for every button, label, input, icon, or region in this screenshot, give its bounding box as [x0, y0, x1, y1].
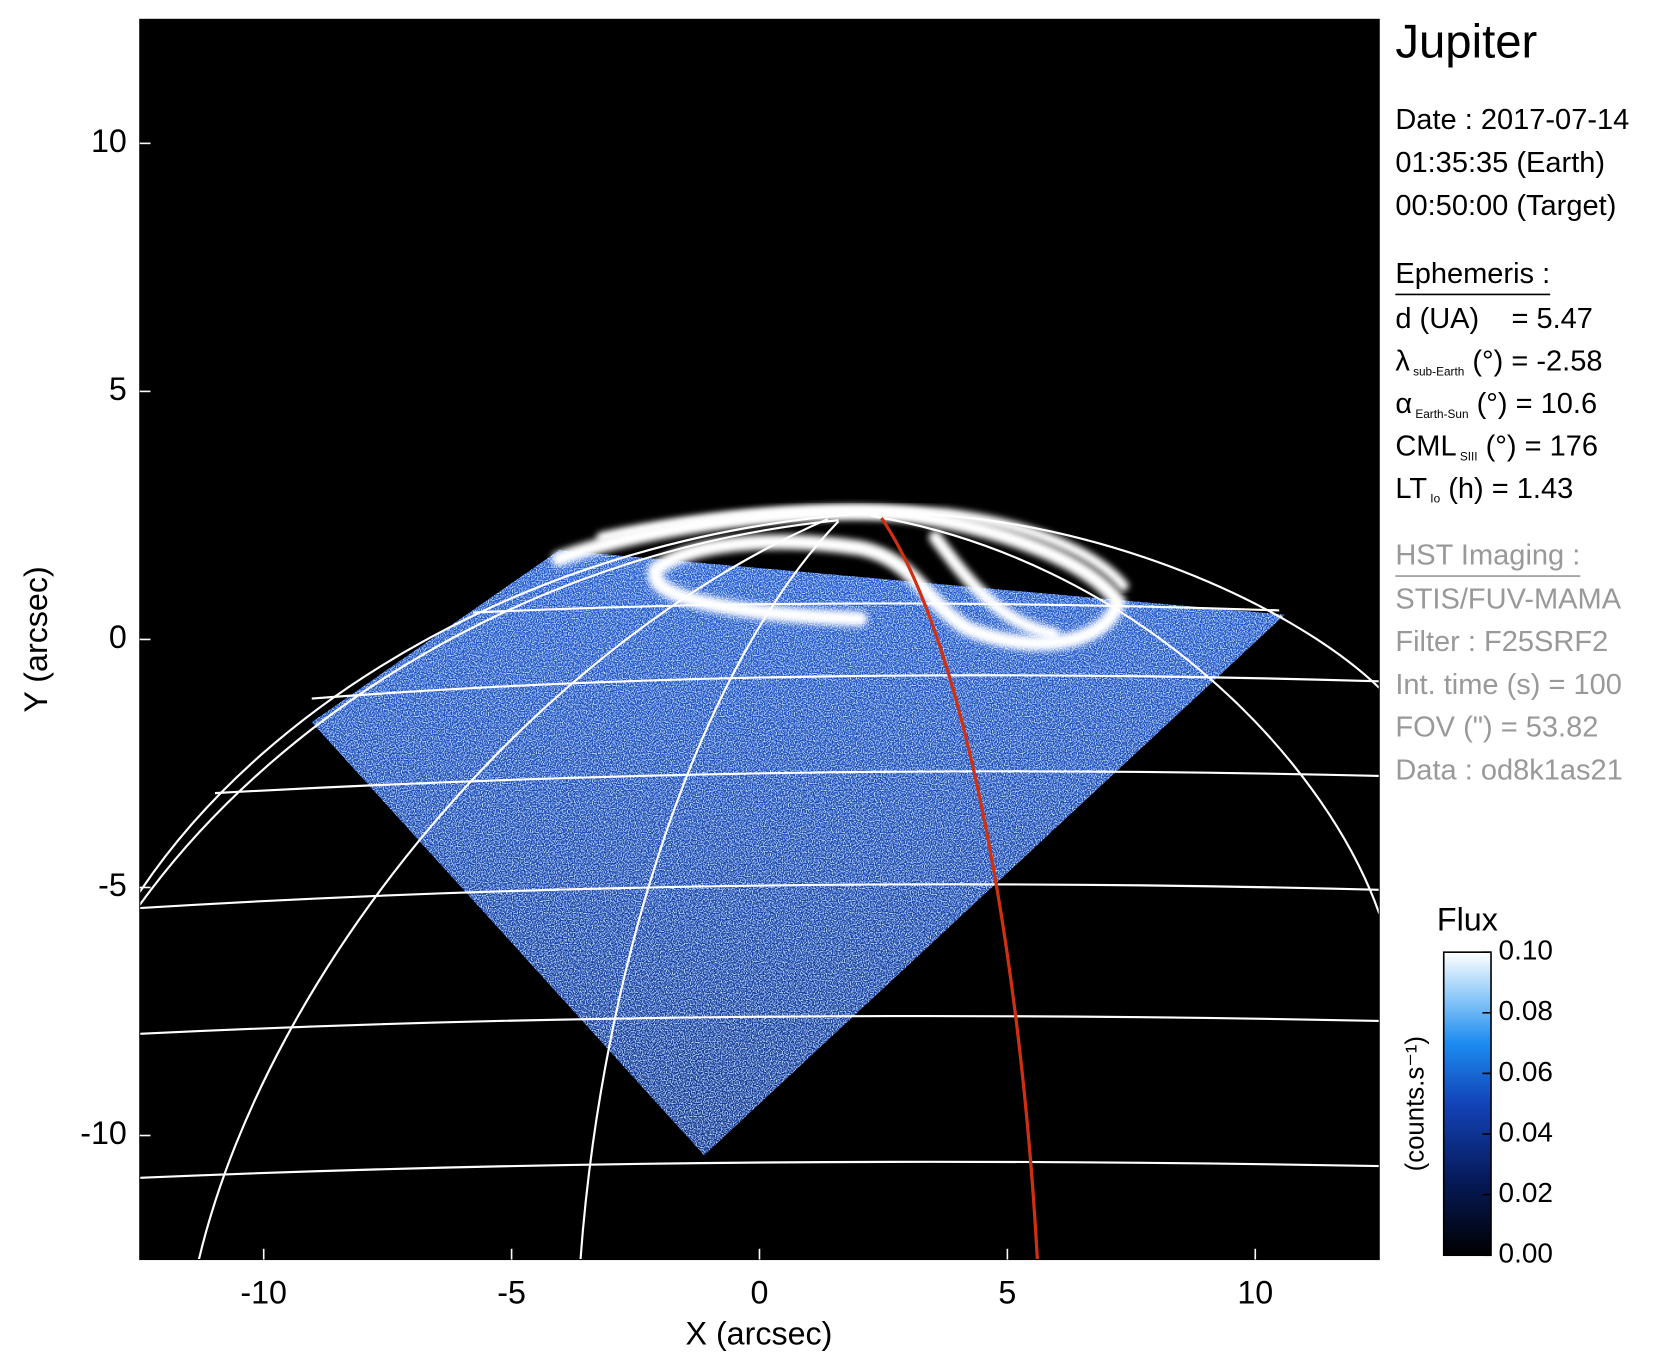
- detector-noise: [311, 550, 1285, 1156]
- hst-title: HST Imaging :: [1395, 539, 1580, 571]
- central-meridian: [880, 517, 1039, 1260]
- date-line: Date : 2017-07-14: [1395, 104, 1629, 136]
- ephemeris-line: LT Io (h) = 1.43: [1395, 473, 1573, 506]
- y-tick-label: 10: [91, 123, 127, 159]
- y-axis-label: Y (arcsec): [18, 566, 54, 712]
- y-tick-label: 5: [109, 371, 127, 407]
- ephemeris-line: λ sub-Earth (°) = -2.58: [1395, 345, 1602, 378]
- colorbar-tick-label: 0.04: [1499, 1116, 1553, 1147]
- date-line: 00:50:00 (Target): [1395, 190, 1616, 222]
- symbol: CML: [1395, 430, 1456, 462]
- colorbar-label: (counts.s⁻¹): [1402, 1036, 1430, 1171]
- value-text: (°) = -2.58: [1464, 345, 1602, 377]
- hst-line: STIS/FUV-MAMA: [1395, 583, 1621, 615]
- colorbar-tick-label: 0.08: [1499, 995, 1553, 1026]
- symbol: λ: [1395, 345, 1410, 377]
- y-tick-label: 0: [109, 619, 127, 655]
- planet-grid: [139, 512, 1380, 1260]
- colorbar-tick-label: 0.06: [1499, 1056, 1553, 1087]
- subscript: sub-Earth: [1413, 365, 1464, 379]
- x-axis-label: X (arcsec): [686, 1315, 833, 1351]
- plot-area: [139, 19, 1380, 1260]
- colorbar-tick-label: 0.10: [1499, 935, 1553, 966]
- ephemeris-line: α Earth-Sun (°) = 10.6: [1395, 388, 1597, 421]
- x-tick-label: -10: [240, 1275, 287, 1311]
- hst-line: Data : od8k1as21: [1395, 755, 1622, 787]
- ephemeris-line: CML SIII (°) = 176: [1395, 430, 1598, 463]
- value-text: (h) = 1.43: [1440, 473, 1573, 505]
- ephemeris-title: Ephemeris :: [1395, 258, 1550, 290]
- symbol: LT: [1395, 473, 1427, 505]
- colorbar-tick-label: 0.02: [1499, 1177, 1553, 1208]
- y-tick-label: -10: [80, 1115, 127, 1151]
- subscript: Io: [1430, 492, 1440, 506]
- hst-line: Filter : F25SRF2: [1395, 626, 1608, 658]
- y-tick-label: -5: [98, 867, 127, 903]
- ephemeris-line: d (UA) = 5.47: [1395, 303, 1593, 335]
- hst-line: Int. time (s) = 100: [1395, 669, 1622, 701]
- colorbar-tick-label: 0.00: [1499, 1238, 1553, 1269]
- colorbar-title: Flux: [1437, 902, 1498, 938]
- x-tick-label: -5: [497, 1275, 526, 1311]
- value-text: d (UA) = 5.47: [1395, 303, 1593, 335]
- x-tick-label: 5: [998, 1275, 1016, 1311]
- symbol: α: [1395, 388, 1412, 420]
- chart-title: Jupiter: [1395, 16, 1537, 69]
- date-line: 01:35:35 (Earth): [1395, 147, 1605, 179]
- x-tick-label: 0: [751, 1275, 769, 1311]
- hst-line: FOV (") = 53.82: [1395, 712, 1598, 744]
- subscript: SIII: [1460, 449, 1478, 463]
- colorbar: [1442, 951, 1492, 1257]
- value-text: (°) = 176: [1478, 430, 1598, 462]
- aurora: [551, 504, 1129, 651]
- value-text: (°) = 10.6: [1469, 388, 1598, 420]
- x-tick-label: 10: [1237, 1275, 1273, 1311]
- subscript: Earth-Sun: [1415, 407, 1468, 421]
